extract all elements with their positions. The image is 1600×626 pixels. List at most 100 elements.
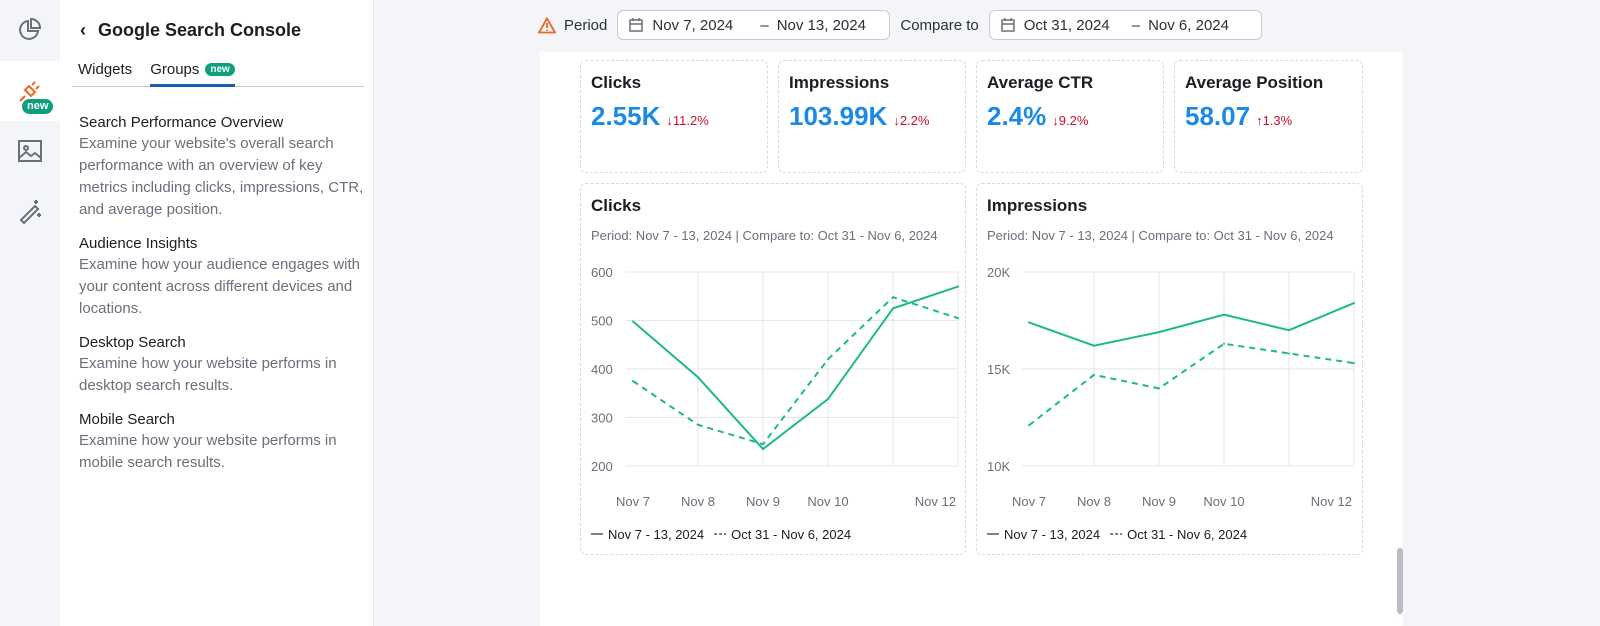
group-item[interactable]: Desktop Search Examine how your website p…: [79, 332, 364, 397]
data-point: [957, 317, 959, 320]
group-desc: Examine your website's overall search pe…: [79, 135, 364, 218]
data-point: [1223, 342, 1225, 345]
clicks-line-chart: 200 300 400 500 600 Nov 7 Nov 8 Nov 9 Nov 10 Nov …: [591, 265, 959, 542]
kpi-label: Impressions: [789, 73, 890, 92]
scrollbar[interactable]: [1397, 548, 1403, 614]
calendar-icon: [1000, 18, 1015, 32]
kpi-impressions[interactable]: Impressions 103.99K ↓2.2%: [778, 60, 966, 173]
image-icon: [18, 140, 42, 162]
tab-widgets[interactable]: Widgets: [78, 61, 133, 78]
data-point: [1158, 387, 1160, 390]
kpi-change: ↓2.2%: [893, 113, 930, 128]
data-point: [1028, 321, 1030, 324]
report-canvas: Clicks 2.55K ↓11.2% Impressions 103.99K ↓2.2…: [540, 52, 1403, 626]
group-item[interactable]: Mobile Search Examine how your website pe…: [79, 409, 364, 474]
chart-subtitle: Period: Nov 7 - 13, 2024 | Compare to: O…: [591, 228, 938, 243]
compare-end: Nov 6, 2024: [1148, 16, 1229, 34]
kpi-value: 103.99K ↓2.2%: [789, 101, 930, 131]
compare-start: Oct 31, 2024: [1023, 16, 1110, 34]
impressions-chart-card[interactable]: Impressions Period: Nov 7 - 13, 2024 | C…: [976, 183, 1363, 555]
data-point: [762, 443, 764, 446]
group-list: Search Performance Overview Examine your …: [79, 112, 364, 486]
calendar-icon: [629, 18, 644, 32]
kpi-average-ctr[interactable]: Average CTR 2.4% ↓9.2%: [976, 60, 1164, 173]
legend-label: Nov 7 - 13, 2024: [608, 527, 704, 542]
rail-item-images[interactable]: [0, 121, 60, 181]
date-separator: –: [1131, 16, 1141, 34]
x-tick-label: Nov 7: [616, 494, 650, 509]
clicks-chart-card[interactable]: Clicks Period: Nov 7 - 13, 2024 | Compar…: [580, 183, 966, 555]
series-line-solid: [632, 285, 959, 451]
group-item[interactable]: Audience Insights Examine how your audien…: [79, 233, 364, 320]
data-point: [1353, 362, 1355, 365]
plug-icon: [19, 81, 40, 102]
period-start: Nov 7, 2024: [652, 16, 734, 34]
x-tick-label: Nov 10: [807, 494, 848, 509]
compare-date-picker[interactable]: Oct 31, 2024 – Nov 6, 2024: [988, 10, 1262, 40]
rail-item-ai[interactable]: [0, 181, 60, 241]
data-point: [697, 423, 699, 426]
kpi-clicks[interactable]: Clicks 2.55K ↓11.2%: [580, 60, 768, 173]
x-tick-label: Nov 9: [1142, 494, 1176, 509]
kpi-change: ↑1.3%: [1256, 113, 1293, 128]
sidebar-tabs: Widgets Groups new: [72, 58, 364, 87]
data-point: [892, 296, 894, 299]
kpi-value: 2.4% ↓9.2%: [987, 101, 1089, 131]
data-point: [1223, 313, 1225, 316]
group-desc: Examine how your audience engages with y…: [79, 256, 361, 317]
period-label: Period: [564, 16, 608, 34]
chart-title: Clicks: [591, 196, 642, 215]
kpi-change: ↓11.2%: [666, 113, 709, 128]
kpi-value: 58.07 ↑1.3%: [1185, 101, 1293, 131]
data-point: [1353, 302, 1355, 305]
back-chevron-icon[interactable]: ‹: [80, 20, 86, 40]
x-tick-label: Nov 12: [915, 494, 956, 509]
data-point: [892, 307, 894, 310]
data-point: [1093, 344, 1095, 347]
rail-item-reports[interactable]: [0, 0, 60, 60]
tab-groups-label: Groups: [150, 61, 200, 78]
group-name: Mobile Search: [79, 411, 175, 428]
group-desc: Examine how your website performs in des…: [79, 355, 337, 394]
group-desc: Examine how your website performs in mob…: [79, 432, 337, 471]
kpi-average-position[interactable]: Average Position 58.07 ↑1.3%: [1174, 60, 1363, 173]
data-point: [697, 376, 699, 379]
series-line-dashed: [1028, 342, 1355, 427]
x-tick-label: Nov 9: [746, 494, 780, 509]
group-name: Audience Insights: [79, 235, 198, 252]
kpi-label: Average CTR: [987, 73, 1094, 92]
legend-label: Nov 7 - 13, 2024: [1004, 527, 1100, 542]
data-point: [1028, 424, 1030, 427]
legend-label: Oct 31 - Nov 6, 2024: [731, 527, 851, 542]
period-end: Nov 13, 2024: [776, 16, 866, 34]
data-point: [827, 358, 829, 361]
y-tick-label: 400: [591, 362, 613, 377]
rail-item-integrations[interactable]: new: [0, 61, 60, 121]
x-tick-label: Nov 7: [1012, 494, 1046, 509]
data-point: [1093, 373, 1095, 376]
y-tick-label: 15K: [987, 362, 1010, 377]
kpi-change: ↓9.2%: [1052, 113, 1089, 128]
series-line-dashed: [632, 296, 959, 446]
x-tick-label: Nov 8: [681, 494, 715, 509]
data-point: [762, 448, 764, 451]
x-tick-label: Nov 12: [1311, 494, 1352, 509]
group-item[interactable]: Search Performance Overview Examine your …: [79, 112, 364, 221]
tab-groups[interactable]: Groups new: [150, 58, 235, 87]
x-tick-label: Nov 8: [1077, 494, 1111, 509]
y-tick-label: 600: [591, 265, 613, 280]
period-date-picker[interactable]: Nov 7, 2024 – Nov 13, 2024: [617, 10, 891, 40]
data-point: [1288, 329, 1290, 332]
magic-wand-icon: [19, 200, 41, 224]
warning-icon: [538, 16, 556, 33]
data-point: [1158, 331, 1160, 334]
series-line-solid: [1028, 302, 1355, 347]
data-point: [1288, 352, 1290, 355]
sidebar-header: ‹ Google Search Console: [80, 20, 301, 41]
data-point: [957, 285, 959, 288]
sidebar: ‹ Google Search Console Widgets Groups ne…: [60, 0, 374, 626]
data-point: [827, 398, 829, 401]
y-tick-label: 300: [591, 411, 613, 426]
y-tick-label: 20K: [987, 265, 1010, 280]
data-point: [632, 320, 634, 323]
